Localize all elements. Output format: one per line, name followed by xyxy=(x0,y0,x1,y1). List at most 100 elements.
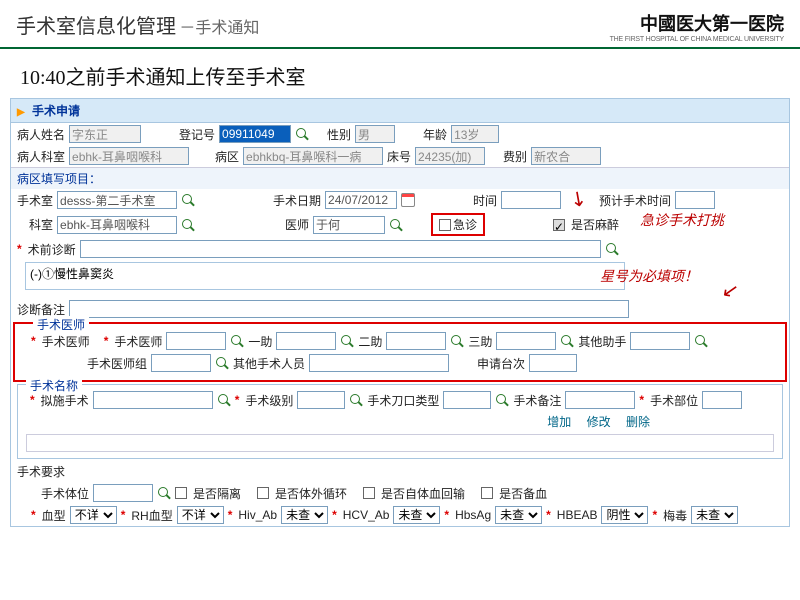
assist1-field[interactable] xyxy=(276,332,336,350)
patient-dept-label: 病人科室 xyxy=(17,148,65,165)
page-title: 手术室信息化管理 xyxy=(16,16,176,38)
syphilis-select[interactable]: 未查 xyxy=(691,506,738,524)
hcv-select[interactable]: 未查 xyxy=(393,506,440,524)
ward-label: 病区 xyxy=(215,148,239,165)
surgery-dept-field[interactable] xyxy=(57,216,177,234)
main-surgeon-field[interactable] xyxy=(166,332,226,350)
assist3-field[interactable] xyxy=(496,332,556,350)
sex-field xyxy=(355,125,395,143)
edit-link[interactable]: 修改 xyxy=(587,415,611,429)
surgery-form: ▶ 手术申请 病人姓名 登记号 性别 年龄 病人科室 病区 床号 费别 病区填写… xyxy=(10,98,790,527)
hbsag-select[interactable]: 未查 xyxy=(495,506,542,524)
diag-note-field[interactable] xyxy=(69,300,629,318)
date-label: 手术日期 xyxy=(273,192,321,209)
search-icon[interactable] xyxy=(495,393,509,407)
age-label: 年龄 xyxy=(423,126,447,143)
search-icon[interactable] xyxy=(560,334,574,348)
surgeon-group-field[interactable] xyxy=(151,354,211,372)
surgeons-required-box: 手术医师 *手术医师 *手术医师 一助 二助 三助 其他助手 手术医师组 其他手… xyxy=(13,322,787,382)
annotation-required: 星号为必填项！ xyxy=(600,266,698,286)
emergency-highlight: 急诊 xyxy=(431,213,485,236)
anesthesia-label: 是否麻醉 xyxy=(571,216,619,233)
annotation-emergency: 急诊手术打挑 xyxy=(640,210,724,230)
bloodprep-checkbox[interactable] xyxy=(481,487,493,499)
search-icon[interactable] xyxy=(181,193,195,207)
surgery-name-fieldset: 手术名称 *拟施手术 *手术级别 手术刀口类型 手术备注 *手术部位 增加 修改… xyxy=(17,384,783,459)
planned-label: 拟施手术 xyxy=(41,392,89,409)
emergency-label: 急诊 xyxy=(453,216,477,233)
logo-block: 中國医大第一医院 THE FIRST HOSPITAL OF CHINA MED… xyxy=(610,10,784,43)
search-icon[interactable] xyxy=(694,334,708,348)
expand-icon[interactable]: ▶ xyxy=(17,107,25,118)
doctor-field[interactable] xyxy=(313,216,385,234)
isolation-checkbox[interactable] xyxy=(175,487,187,499)
or-label: 手术室 xyxy=(17,192,53,209)
other-assist-field[interactable] xyxy=(630,332,690,350)
age-field xyxy=(451,125,499,143)
add-link[interactable]: 增加 xyxy=(547,415,571,429)
diag-note-label: 诊断备注 xyxy=(17,301,65,318)
search-icon[interactable] xyxy=(450,334,464,348)
required-star: * xyxy=(17,242,22,256)
preop-text[interactable]: (-)①慢性鼻窦炎 xyxy=(25,262,625,290)
level-field[interactable] xyxy=(297,391,345,409)
section-ward-fill: 病区填写项目： xyxy=(11,167,789,189)
bed-label: 床号 xyxy=(387,148,411,165)
site-field[interactable] xyxy=(702,391,742,409)
hiv-select[interactable]: 未查 xyxy=(281,506,328,524)
search-icon[interactable] xyxy=(215,356,229,370)
search-icon[interactable] xyxy=(340,334,354,348)
surgeons-legend: 手术医师 xyxy=(33,316,89,333)
surgeons-main-row: 手术医师 xyxy=(42,333,90,350)
fee-label: 费别 xyxy=(503,148,527,165)
regno-field[interactable] xyxy=(219,125,291,143)
date-field[interactable] xyxy=(325,191,397,209)
emergency-checkbox[interactable] xyxy=(439,219,451,231)
surgery-dept-label: 科室 xyxy=(29,216,53,233)
hbeab-select[interactable]: 阴性 xyxy=(601,506,648,524)
page-header: 手术室信息化管理 －手术通知 中國医大第一医院 THE FIRST HOSPIT… xyxy=(0,0,800,49)
del-link[interactable]: 删除 xyxy=(626,415,650,429)
search-icon[interactable] xyxy=(605,242,619,256)
search-icon[interactable] xyxy=(389,218,403,232)
position-field[interactable] xyxy=(93,484,153,502)
search-icon[interactable] xyxy=(181,218,195,232)
calendar-icon[interactable] xyxy=(401,193,415,207)
est-field[interactable] xyxy=(675,191,715,209)
anesthesia-checkbox[interactable]: ✓ xyxy=(553,219,565,231)
rh-select[interactable]: 不详 xyxy=(177,506,224,524)
or-field[interactable] xyxy=(57,191,177,209)
req-label: 手术要求 xyxy=(17,463,65,480)
logo-cn: 中國医大第一医院 xyxy=(610,10,784,36)
doctor-label: 医师 xyxy=(285,216,309,233)
search-icon[interactable] xyxy=(217,393,231,407)
planned-field[interactable] xyxy=(93,391,213,409)
patient-dept-field xyxy=(69,147,189,165)
search-icon[interactable] xyxy=(349,393,363,407)
patient-name-field xyxy=(69,125,141,143)
time-field[interactable] xyxy=(501,191,561,209)
name-legend: 手术名称 xyxy=(26,377,82,394)
ward-field xyxy=(243,147,383,165)
panel-header: ▶ 手术申请 xyxy=(11,99,789,123)
other-staff-field[interactable] xyxy=(309,354,449,372)
ecc-checkbox[interactable] xyxy=(257,487,269,499)
assist2-field[interactable] xyxy=(386,332,446,350)
search-icon[interactable] xyxy=(157,486,171,500)
est-label: 预计手术时间 xyxy=(599,192,671,209)
incision-field[interactable] xyxy=(443,391,491,409)
preop-field[interactable] xyxy=(80,240,601,258)
search-icon[interactable] xyxy=(295,127,309,141)
sex-label: 性别 xyxy=(327,126,351,143)
time-label: 时间 xyxy=(473,192,497,209)
apply-times-field[interactable] xyxy=(529,354,577,372)
patient-name-label: 病人姓名 xyxy=(17,126,65,143)
search-icon[interactable] xyxy=(230,334,244,348)
autoblood-checkbox[interactable] xyxy=(363,487,375,499)
bloodtype-select[interactable]: 不详 xyxy=(70,506,117,524)
bed-field xyxy=(415,147,485,165)
fee-field xyxy=(531,147,601,165)
surgery-note-field[interactable] xyxy=(565,391,635,409)
regno-label: 登记号 xyxy=(179,126,215,143)
upload-notice: 10:40之前手术通知上传至手术室 xyxy=(0,49,800,98)
